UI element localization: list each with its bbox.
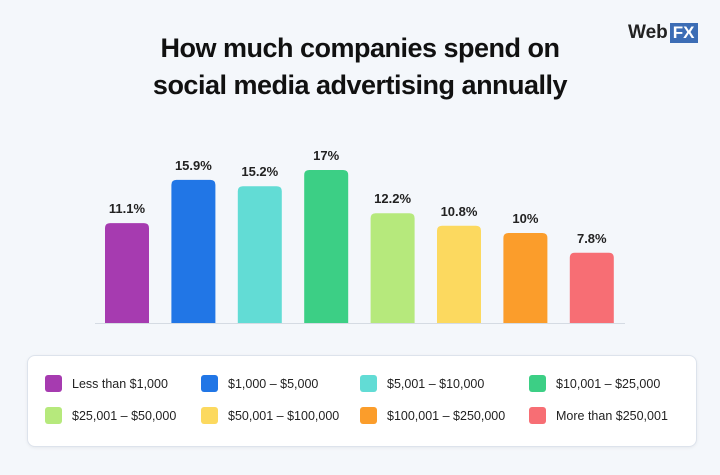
data-label-7: 7.8%	[577, 231, 607, 246]
legend-swatch	[360, 375, 377, 392]
bar-1	[171, 179, 216, 323]
legend-swatch	[201, 375, 218, 392]
legend-swatch	[529, 407, 546, 424]
legend-item-1: $1,000 – $5,000	[201, 375, 318, 392]
data-label-3: 17%	[313, 148, 339, 163]
data-label-2: 15.2%	[241, 164, 278, 179]
legend-swatch	[45, 375, 62, 392]
bar-2	[237, 186, 282, 323]
legend-swatch	[360, 407, 377, 424]
legend-item-2: $5,001 – $10,000	[360, 375, 484, 392]
legend-label: More than $250,001	[556, 408, 668, 423]
chart-title: How much companies spend on social media…	[0, 30, 720, 104]
bar-chart: 11.1% 15.9% 15.2% 17% 12.2% 10.8% 10% 7.8%	[95, 148, 625, 324]
webfx-logo: Web FX	[628, 22, 698, 44]
legend-label: $10,001 – $25,000	[556, 376, 661, 391]
data-label-1: 15.9%	[175, 158, 212, 173]
bar-0	[105, 223, 149, 323]
bar-7	[569, 252, 614, 323]
legend-item-4: $25,001 – $50,000	[45, 407, 176, 424]
legend: Less than $1,000 $1,000 – $5,000 $5,001 – …	[27, 355, 697, 447]
legend-label: $100,001 – $250,000	[387, 408, 506, 423]
legend-item-5: $50,001 – $100,000	[201, 407, 339, 424]
bar-6	[503, 233, 548, 323]
data-label-5: 10.8%	[441, 204, 478, 219]
legend-item-3: $10,001 – $25,000	[529, 375, 660, 392]
legend-label: $5,001 – $10,000	[387, 376, 485, 391]
bar-4	[370, 213, 415, 323]
data-label-4: 12.2%	[374, 191, 411, 206]
data-label-6: 10%	[512, 211, 538, 226]
bar-5	[437, 225, 481, 323]
logo-text-fx: FX	[669, 23, 698, 43]
legend-label: Less than $1,000	[72, 376, 168, 391]
legend-item-7: More than $250,001	[529, 407, 668, 424]
logo-text-web: Web	[628, 22, 668, 43]
legend-swatch	[529, 375, 546, 392]
legend-swatch	[201, 407, 218, 424]
legend-item-6: $100,001 – $250,000	[360, 407, 505, 424]
legend-label: $25,001 – $50,000	[72, 408, 177, 423]
bar-3	[304, 170, 349, 323]
legend-label: $1,000 – $5,000	[228, 376, 319, 391]
legend-swatch	[45, 407, 62, 424]
title-line-2: social media advertising annually	[152, 70, 568, 100]
title-line-1: How much companies spend on	[160, 33, 560, 63]
legend-item-0: Less than $1,000	[45, 375, 168, 392]
legend-label: $50,001 – $100,000	[228, 408, 340, 423]
data-label-0: 11.1%	[109, 201, 146, 216]
